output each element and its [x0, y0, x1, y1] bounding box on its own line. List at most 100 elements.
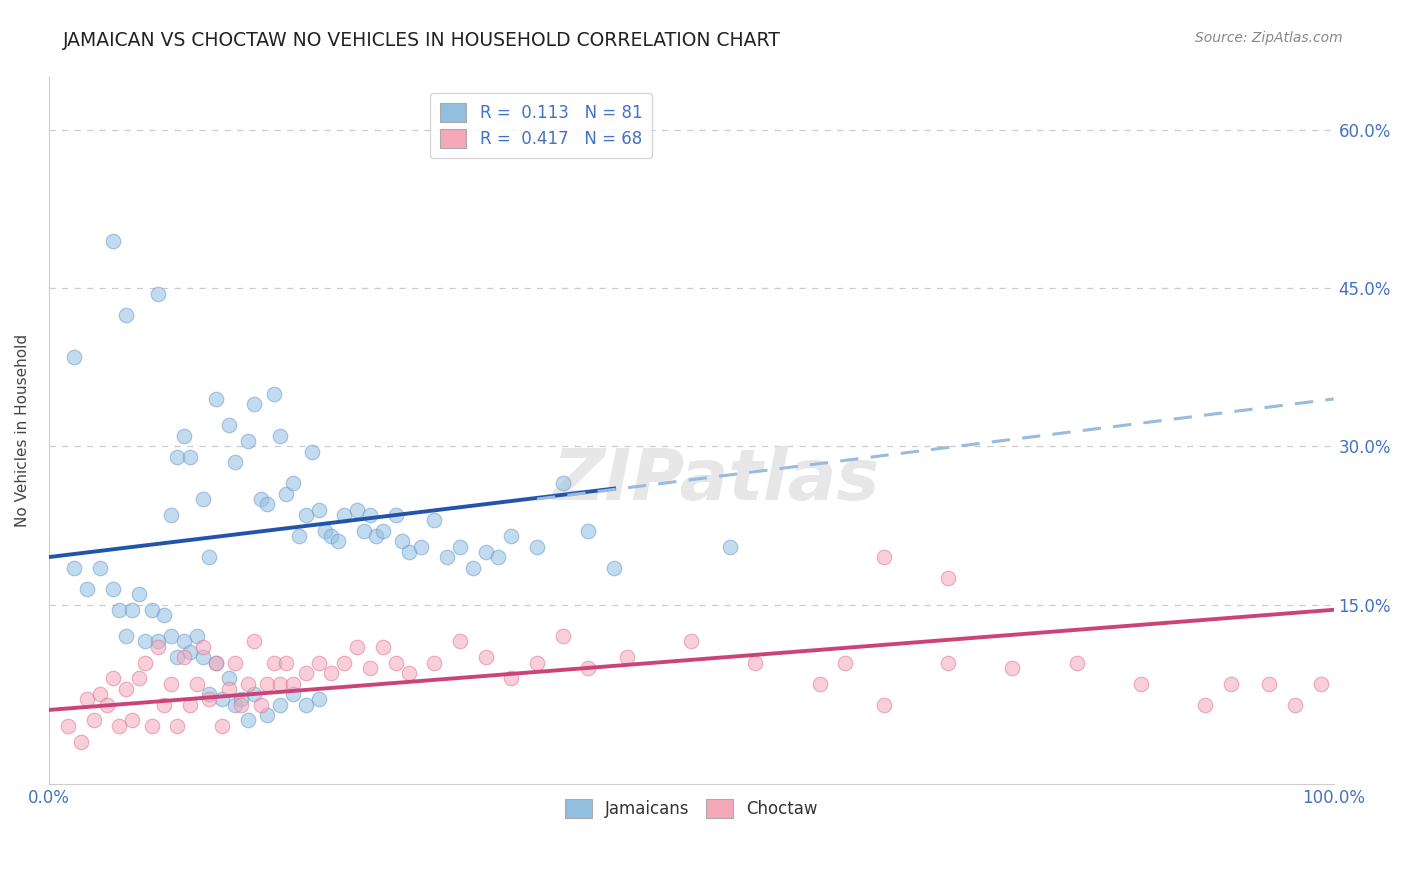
Point	[333, 508, 356, 522]
Point	[359, 661, 381, 675]
Point	[366, 529, 388, 543]
Point	[308, 656, 330, 670]
Point	[218, 681, 240, 696]
Point	[101, 234, 124, 248]
Point	[269, 676, 291, 690]
Point	[211, 692, 233, 706]
Point	[166, 719, 188, 733]
Point	[134, 656, 156, 670]
Point	[294, 666, 316, 681]
Point	[276, 656, 298, 670]
Legend: Jamaicans, Choctaw: Jamaicans, Choctaw	[558, 792, 824, 825]
Point	[231, 698, 253, 712]
Point	[346, 502, 368, 516]
Point	[276, 487, 298, 501]
Point	[173, 634, 195, 648]
Point	[76, 692, 98, 706]
Point	[256, 708, 278, 723]
Point	[1129, 676, 1152, 690]
Point	[321, 666, 343, 681]
Point	[101, 671, 124, 685]
Point	[179, 698, 201, 712]
Point	[191, 492, 214, 507]
Point	[243, 397, 266, 411]
Point	[936, 571, 959, 585]
Point	[146, 640, 169, 654]
Point	[308, 502, 330, 516]
Point	[166, 650, 188, 665]
Point	[326, 534, 349, 549]
Point	[474, 545, 496, 559]
Point	[70, 734, 93, 748]
Point	[198, 550, 221, 565]
Text: JAMAICAN VS CHOCTAW NO VEHICLES IN HOUSEHOLD CORRELATION CHART: JAMAICAN VS CHOCTAW NO VEHICLES IN HOUSE…	[63, 31, 782, 50]
Point	[231, 692, 253, 706]
Point	[398, 545, 420, 559]
Point	[294, 698, 316, 712]
Point	[744, 656, 766, 670]
Point	[1258, 676, 1281, 690]
Point	[204, 656, 226, 670]
Point	[371, 640, 394, 654]
Point	[191, 640, 214, 654]
Text: ZIPatlas: ZIPatlas	[553, 445, 880, 515]
Point	[128, 671, 150, 685]
Point	[1309, 676, 1331, 690]
Point	[153, 608, 176, 623]
Point	[449, 634, 471, 648]
Point	[281, 676, 304, 690]
Point	[718, 540, 741, 554]
Point	[121, 714, 143, 728]
Point	[224, 455, 246, 469]
Point	[269, 698, 291, 712]
Point	[108, 603, 131, 617]
Point	[873, 550, 896, 565]
Point	[1219, 676, 1241, 690]
Point	[96, 698, 118, 712]
Point	[384, 656, 406, 670]
Point	[243, 634, 266, 648]
Point	[236, 434, 259, 449]
Point	[89, 560, 111, 574]
Point	[115, 308, 138, 322]
Point	[449, 540, 471, 554]
Text: Source: ZipAtlas.com: Source: ZipAtlas.com	[1195, 31, 1343, 45]
Point	[218, 671, 240, 685]
Point	[173, 650, 195, 665]
Point	[249, 492, 271, 507]
Point	[834, 656, 856, 670]
Point	[436, 550, 458, 565]
Point	[179, 450, 201, 464]
Point	[256, 676, 278, 690]
Point	[159, 629, 181, 643]
Point	[423, 656, 446, 670]
Point	[115, 629, 138, 643]
Point	[186, 676, 208, 690]
Point	[576, 661, 599, 675]
Point	[281, 476, 304, 491]
Point	[128, 587, 150, 601]
Point	[474, 650, 496, 665]
Point	[398, 666, 420, 681]
Point	[603, 560, 626, 574]
Point	[526, 540, 548, 554]
Point	[198, 687, 221, 701]
Point	[121, 603, 143, 617]
Point	[488, 550, 510, 565]
Point	[294, 508, 316, 522]
Point	[134, 634, 156, 648]
Point	[551, 629, 574, 643]
Point	[191, 650, 214, 665]
Point	[314, 524, 336, 538]
Point	[173, 429, 195, 443]
Point	[269, 429, 291, 443]
Point	[146, 286, 169, 301]
Point	[249, 698, 271, 712]
Point	[391, 534, 413, 549]
Point	[141, 603, 163, 617]
Point	[1001, 661, 1024, 675]
Point	[224, 698, 246, 712]
Point	[83, 714, 105, 728]
Point	[56, 719, 79, 733]
Point	[371, 524, 394, 538]
